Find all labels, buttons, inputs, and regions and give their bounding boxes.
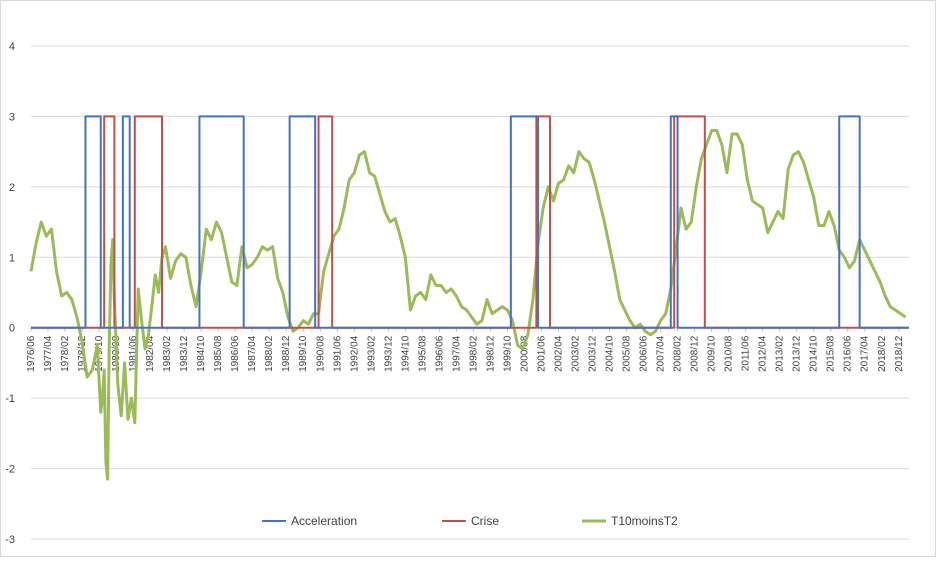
x-tick-label: 1998/12 bbox=[485, 335, 496, 372]
series-line-crise bbox=[31, 115, 909, 329]
x-tick-label: 2000/08 bbox=[519, 335, 530, 372]
x-tick-label: 2016/06 bbox=[843, 335, 854, 372]
series-line-t10moinst2 bbox=[29, 129, 907, 481]
x-tick-label: 1993/12 bbox=[383, 335, 394, 372]
y-tick-label: 0 bbox=[9, 323, 15, 335]
x-tick-label: 1981/06 bbox=[128, 335, 139, 372]
x-tick-label: 1988/12 bbox=[281, 335, 292, 372]
x-tick-label: 2004/10 bbox=[605, 335, 616, 372]
x-tick-label: 1996/06 bbox=[434, 335, 445, 372]
x-tick-label: 1993/02 bbox=[366, 335, 377, 372]
x-tick-label: 2012/04 bbox=[758, 335, 769, 372]
x-tick-label: 1998/02 bbox=[468, 335, 479, 372]
x-tick-label: 2014/10 bbox=[809, 335, 820, 372]
x-tick-label: 2009/10 bbox=[707, 335, 718, 372]
x-tick-label: 1988/02 bbox=[264, 335, 275, 372]
y-tick-label: 2 bbox=[9, 182, 15, 194]
legend-item-t10moinst2: T10moinsT2 bbox=[582, 514, 678, 528]
x-tick-label: 2013/12 bbox=[792, 335, 803, 372]
x-tick-label: 1999/10 bbox=[502, 335, 513, 372]
series-lines bbox=[29, 115, 909, 481]
x-tick-label: 2008/12 bbox=[690, 335, 701, 372]
x-tick-label: 2015/08 bbox=[826, 335, 837, 372]
x-tick-label: 2010/08 bbox=[724, 335, 735, 372]
x-axis-labels: 1976/06 1977/04 1978/02 1978/12 1979/10 1980/… bbox=[26, 327, 905, 372]
x-tick-label: 1976/06 bbox=[26, 335, 37, 372]
x-tick-label: 2001/06 bbox=[536, 335, 547, 372]
y-tick-label: 4 bbox=[9, 41, 15, 53]
x-tick-label: 1994/10 bbox=[400, 335, 411, 372]
y-tick-label: 1 bbox=[9, 252, 15, 264]
legend: Acceleration Crise T10moinsT2 bbox=[262, 514, 678, 528]
legend-item-crise: Crise bbox=[442, 514, 499, 528]
x-tick-label: 1979/10 bbox=[94, 335, 105, 372]
x-tick-label: 1983/02 bbox=[162, 335, 173, 372]
x-tick-label: 1982/04 bbox=[145, 335, 156, 372]
x-tick-label: 1989/10 bbox=[298, 335, 309, 372]
legend-label: Acceleration bbox=[291, 514, 357, 528]
x-tick-label: 2008/02 bbox=[673, 335, 684, 372]
series-line-acceleration bbox=[31, 115, 909, 329]
legend-item-acceleration: Acceleration bbox=[262, 514, 357, 528]
x-tick-label: 2018/02 bbox=[877, 335, 888, 372]
x-tick-label: 1992/04 bbox=[349, 335, 360, 372]
x-tick-label: 1995/08 bbox=[417, 335, 428, 372]
x-tick-label: 1983/12 bbox=[179, 335, 190, 372]
x-tick-label: 1997/04 bbox=[451, 335, 462, 372]
x-tick-label: 1987/04 bbox=[247, 335, 258, 372]
legend-label: T10moinsT2 bbox=[611, 514, 678, 528]
x-tick-label: 2006/06 bbox=[639, 335, 650, 372]
legend-label: Crise bbox=[471, 514, 499, 528]
x-tick-label: 1991/06 bbox=[332, 335, 343, 372]
y-tick-label: -3 bbox=[5, 534, 15, 546]
x-tick-label: 2003/12 bbox=[588, 335, 599, 372]
x-tick-label: 2003/02 bbox=[570, 335, 581, 372]
x-tick-label: 1986/06 bbox=[230, 335, 241, 372]
y-tick-label: -2 bbox=[5, 464, 15, 476]
x-tick-label: 2011/06 bbox=[741, 335, 752, 371]
x-tick-label: 2017/04 bbox=[860, 335, 871, 372]
x-tick-label: 2007/04 bbox=[656, 335, 667, 372]
x-tick-label: 2013/02 bbox=[775, 335, 786, 372]
x-tick-label: 2002/04 bbox=[553, 335, 564, 372]
x-tick-label: 1984/10 bbox=[196, 335, 207, 372]
y-tick-label: -1 bbox=[5, 393, 15, 405]
x-tick-label: 1990/08 bbox=[315, 335, 326, 372]
y-axis-labels: -3 -2 -1 0 1 2 3 4 bbox=[5, 41, 15, 546]
x-tick-label: 1978/02 bbox=[60, 335, 71, 372]
x-tick-label: 2005/08 bbox=[622, 335, 633, 372]
x-tick-label: 2018/12 bbox=[894, 335, 905, 372]
x-tick-label: 1977/04 bbox=[43, 335, 54, 372]
x-tick-label: 1985/08 bbox=[213, 335, 224, 372]
y-tick-label: 3 bbox=[9, 111, 15, 123]
